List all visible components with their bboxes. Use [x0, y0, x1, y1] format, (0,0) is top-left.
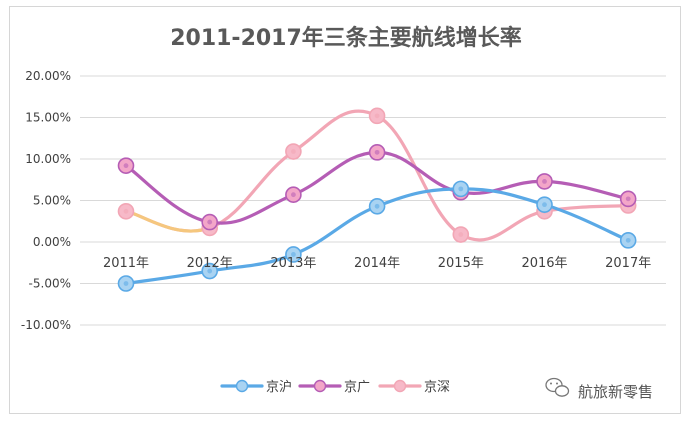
y-tick-label: -10.00% [21, 318, 71, 332]
x-tick-label: 2014年 [354, 256, 400, 271]
x-tick-label: 2011年 [103, 256, 149, 271]
watermark-text: 航旅新零售 [578, 383, 653, 401]
data-point-center [291, 149, 296, 154]
y-tick-label: 10.00% [25, 152, 71, 166]
legend-item: 京广 [298, 379, 370, 395]
legend-marker [313, 379, 327, 393]
y-tick-label: 0.00% [33, 235, 71, 249]
data-point-center [374, 149, 380, 155]
y-tick-label: 15.00% [25, 111, 71, 125]
x-tick-label: 2016年 [521, 256, 567, 271]
data-point-center [291, 252, 296, 257]
data-point-center [123, 208, 129, 214]
y-axis-ticks: 20.00% 15.00% 10.00% 5.00% 0.00% -5.00% -10.00… [21, 69, 71, 332]
x-tick-label: 2015年 [438, 256, 484, 271]
legend-item: 京深 [378, 379, 450, 395]
data-point-center [291, 192, 296, 198]
data-point-center [542, 202, 547, 208]
y-tick-label: 20.00% [25, 69, 71, 83]
legend: 京沪 京广 京深 [220, 379, 450, 395]
legend-marker [235, 379, 249, 393]
data-point-center [625, 237, 631, 243]
chart-title: 2011-2017年三条主要航线增长率 [170, 25, 522, 51]
x-tick-label: 2017年 [605, 256, 651, 271]
data-point-center [123, 281, 129, 286]
watermark: 航旅新零售 [545, 377, 653, 401]
y-tick-label: 5.00% [33, 194, 71, 208]
x-tick-label: 2013年 [270, 256, 316, 271]
line-chart: 2011-2017年三条主要航线增长率 20.00% 15.00% 10.00% 5.… [21, 25, 666, 401]
data-point-center [458, 232, 464, 237]
legend-item: 京沪 [220, 379, 292, 395]
legend-label: 京广 [344, 380, 370, 395]
data-point-center [458, 186, 464, 192]
x-axis-ticks: 2011年 2012年 2013年 2014年 2015年 2016年 2017年 [103, 256, 651, 271]
chart-frame: 2011-2017年三条主要航线增长率 20.00% 15.00% 10.00% 5.… [9, 6, 681, 414]
x-tick-label: 2012年 [187, 256, 233, 271]
legend-marker [393, 379, 407, 393]
series-line-segment [124, 209, 212, 233]
data-point-center [207, 219, 213, 225]
legend-label: 京深 [424, 380, 450, 395]
wechat-icon [545, 377, 570, 397]
data-point-center [374, 203, 380, 209]
data-point-center [625, 196, 631, 202]
series-lines [117, 107, 637, 292]
y-tick-label: -5.00% [29, 277, 71, 291]
data-point-center [374, 113, 380, 119]
data-point-center [542, 179, 547, 184]
data-point-center [207, 268, 213, 274]
data-point-center [123, 163, 129, 169]
legend-label: 京沪 [266, 379, 292, 395]
